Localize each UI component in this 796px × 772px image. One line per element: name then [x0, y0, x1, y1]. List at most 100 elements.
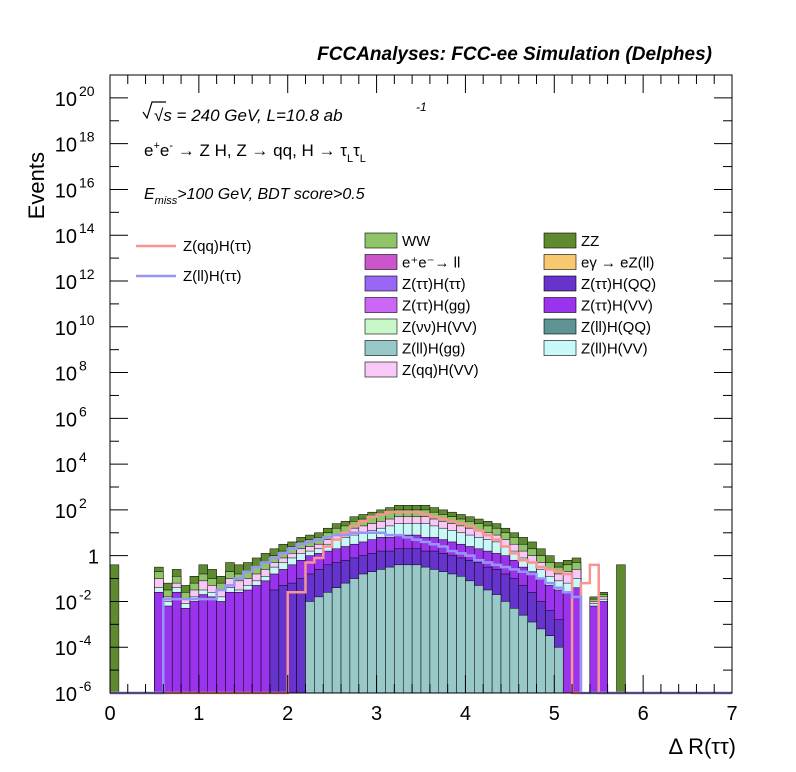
bar [518, 614, 528, 694]
bar [225, 592, 235, 694]
legend-swatch [543, 232, 577, 249]
bar [216, 601, 226, 694]
bar [465, 580, 475, 694]
sqrt-symbol [142, 101, 166, 120]
x-tick-label: 5 [549, 703, 560, 725]
annotation-process-text: e+e- → Z H, Z → qq, H → τLτL [144, 140, 366, 165]
y-tick-label: 10 [55, 272, 77, 294]
bar [456, 576, 466, 694]
bar [491, 594, 502, 694]
legend-swatch [364, 275, 398, 292]
legend-swatch [543, 318, 577, 335]
y-tick-exponent: -2 [79, 586, 92, 602]
stack-layer [305, 564, 564, 694]
x-tick-label: 3 [371, 703, 382, 725]
bar [251, 585, 262, 694]
y-tick-exponent: -4 [79, 632, 92, 648]
y-tick-label: 10 [55, 592, 77, 614]
legend-item-label: Z(ττ)H(gg) [402, 298, 471, 315]
bar [571, 587, 582, 694]
bar [323, 592, 333, 694]
x-axis-label: Δ R(ττ) [668, 734, 736, 759]
x-tick-label: 2 [282, 703, 293, 725]
y-tick-exponent: 12 [79, 266, 95, 282]
legend-swatch [543, 254, 577, 270]
bar [376, 569, 386, 694]
legend-swatch [364, 361, 398, 378]
bar [189, 601, 200, 694]
y-tick-exponent: 16 [79, 174, 95, 190]
bar [536, 628, 546, 694]
bar [269, 589, 280, 694]
bar [287, 582, 297, 694]
legend-item-label: WW [402, 233, 431, 250]
annotation-energy-exponent: -1 [416, 100, 427, 114]
y-tick-label: 10 [55, 501, 77, 523]
legend-item-label: Z(ll)H(gg) [402, 341, 465, 358]
x-tick-label: 1 [193, 703, 204, 725]
bar [180, 608, 191, 694]
legend-swatch [543, 297, 577, 313]
bar [385, 566, 395, 694]
bar [438, 571, 448, 694]
bar [243, 589, 253, 694]
y-tick-label: 10 [55, 455, 77, 477]
legend-swatch [364, 254, 398, 270]
legend-swatch [543, 275, 577, 292]
x-tick-label: 6 [638, 703, 649, 725]
legend-item-label: Z(qq)H(VV) [402, 362, 479, 379]
bar [234, 592, 244, 694]
y-axis-label: Events [24, 152, 49, 219]
x-axis-ticks: 0 1 2 3 4 5 6 7 [104, 75, 738, 725]
bar [358, 573, 368, 694]
bar [420, 566, 431, 694]
bar [598, 601, 608, 694]
bar [527, 621, 537, 694]
annotation-cut-text: Emiss>100 GeV, BDT score>0.5 [144, 186, 365, 207]
y-tick-exponent: 14 [79, 220, 95, 236]
bar [589, 605, 599, 694]
annotation-energy-text: √s = 240 GeV, L=10.8 ab [154, 106, 343, 125]
bar [198, 594, 209, 694]
legend-swatch [364, 340, 398, 356]
bar [482, 589, 493, 694]
bar [163, 605, 173, 694]
y-tick-exponent: 20 [79, 83, 95, 99]
y-tick-label: 10 [55, 684, 77, 706]
y-tick-label: 10 [55, 409, 77, 431]
bar [278, 585, 288, 694]
legend-item-label: ZZ [581, 233, 599, 250]
y-tick-label: 10 [55, 318, 77, 340]
x-tick-label: 4 [460, 703, 471, 725]
legend-swatch [364, 318, 398, 335]
bar [562, 592, 573, 694]
y-tick-exponent: -6 [79, 678, 92, 694]
bar [331, 587, 342, 694]
bar [296, 578, 306, 694]
bar [402, 564, 413, 694]
annotation-energy: √s = 240 GeV, L=10.8 ab -1 [142, 100, 427, 125]
legend-item-label: Z(νν)H(VV) [402, 319, 477, 336]
legend-swatch [364, 232, 398, 249]
bar [109, 564, 120, 694]
legend-swatch [543, 340, 577, 356]
bar [474, 585, 484, 694]
y-tick-exponent: 2 [79, 495, 87, 511]
y-tick-label: 10 [55, 364, 77, 386]
bar [411, 564, 422, 694]
bar [154, 592, 164, 694]
bar [367, 571, 377, 694]
y-tick-label: 10 [55, 180, 77, 202]
y-tick-label: 10 [55, 89, 77, 111]
y-tick-label: 1 [88, 547, 99, 569]
x-tick-label: 7 [726, 703, 737, 725]
bar [394, 564, 404, 694]
y-tick-label: 10 [55, 638, 77, 660]
annotation-process: e+e- → Z H, Z → qq, H → τLτL [144, 140, 366, 165]
legend: Z(qq)H(ττ) Z(ll)H(ττ) WW ZZ e⁺e⁻→ ll eγ → eZ(… [136, 232, 656, 379]
bar [545, 635, 555, 694]
legend-item-label: Z(ll)H(ττ) [183, 268, 242, 285]
